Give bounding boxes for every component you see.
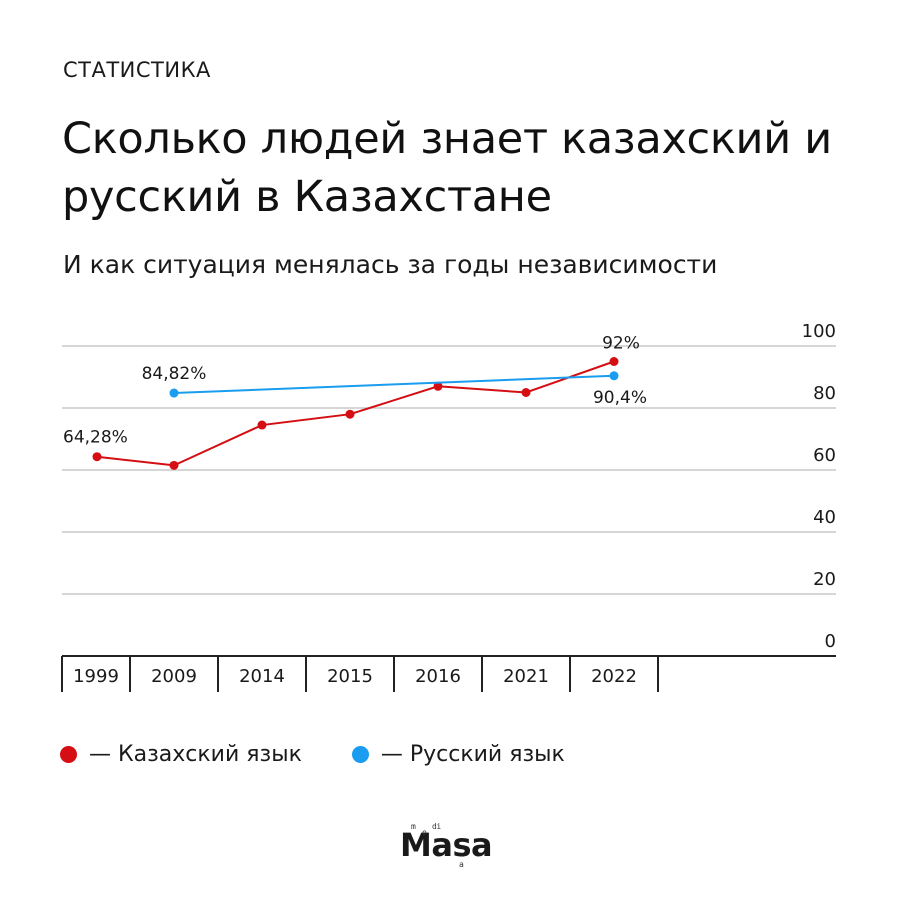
x-tick-label: 2015 <box>327 666 373 687</box>
data-point-kazakh <box>609 357 619 366</box>
x-tick-label: 1999 <box>73 666 119 687</box>
logo-small-m: m <box>411 822 416 831</box>
y-tick-label: 20 <box>813 569 836 590</box>
legend-label-kazakh: — Казахский язык <box>89 742 302 767</box>
masa-logo: Masa m e di a <box>400 822 493 869</box>
legend-item-russian: — Русский язык <box>351 742 565 767</box>
logo-small-di: di <box>432 822 441 831</box>
legend-item-kazakh: — Казахский язык <box>60 742 302 767</box>
line-chart: 100 80 60 40 20 0 1999 2009 2014 2015 2016 2021 202… <box>61 321 836 692</box>
data-point-kazakh <box>169 460 179 470</box>
legend-dot-kazakh <box>60 746 77 763</box>
y-tick-label: 0 <box>825 631 836 652</box>
series-layer <box>92 357 619 470</box>
data-labels: 64,28% 92% 84,82% 90,4% <box>63 334 647 448</box>
x-tick-label: 2016 <box>415 666 461 687</box>
series-line-russian <box>173 374 615 395</box>
grid-layer: 100 80 60 40 20 0 <box>62 321 836 652</box>
page-title: Сколько людей знает казахский и русский … <box>62 114 832 222</box>
data-point-kazakh <box>433 381 443 391</box>
logo-small-a: a <box>459 860 464 869</box>
legend-dot-russian <box>351 746 369 763</box>
logo-small-e: e <box>422 828 427 837</box>
data-point-kazakh <box>92 452 102 462</box>
data-label: 64,28% <box>63 428 128 448</box>
data-point-russian <box>169 388 179 398</box>
y-tick-label: 100 <box>802 321 836 342</box>
x-tick-label: 2009 <box>151 666 197 687</box>
data-label: 92% <box>602 334 640 354</box>
x-tick-label: 2021 <box>503 666 549 687</box>
section-kicker: СТАТИСТИКА <box>63 58 211 82</box>
y-tick-label: 40 <box>813 507 836 528</box>
data-point-kazakh <box>521 388 531 397</box>
x-tick-label: 2022 <box>591 666 637 687</box>
data-point-kazakh <box>257 420 267 430</box>
legend: — Казахский язык — Русский язык <box>60 742 565 767</box>
x-tick-label: 2014 <box>239 666 285 687</box>
data-label: 84,82% <box>142 364 207 384</box>
page-subtitle: И как ситуация менялась за годы независи… <box>63 250 718 279</box>
y-tick-label: 60 <box>813 445 836 466</box>
legend-label-russian: — Русский язык <box>380 742 565 767</box>
data-label: 90,4% <box>593 388 647 408</box>
logo-text: Masa <box>400 826 493 864</box>
x-axis: 1999 2009 2014 2015 2016 2021 2022 <box>61 655 836 692</box>
data-point-kazakh <box>345 409 355 419</box>
y-tick-label: 80 <box>813 383 836 404</box>
data-point-russian <box>609 371 619 381</box>
